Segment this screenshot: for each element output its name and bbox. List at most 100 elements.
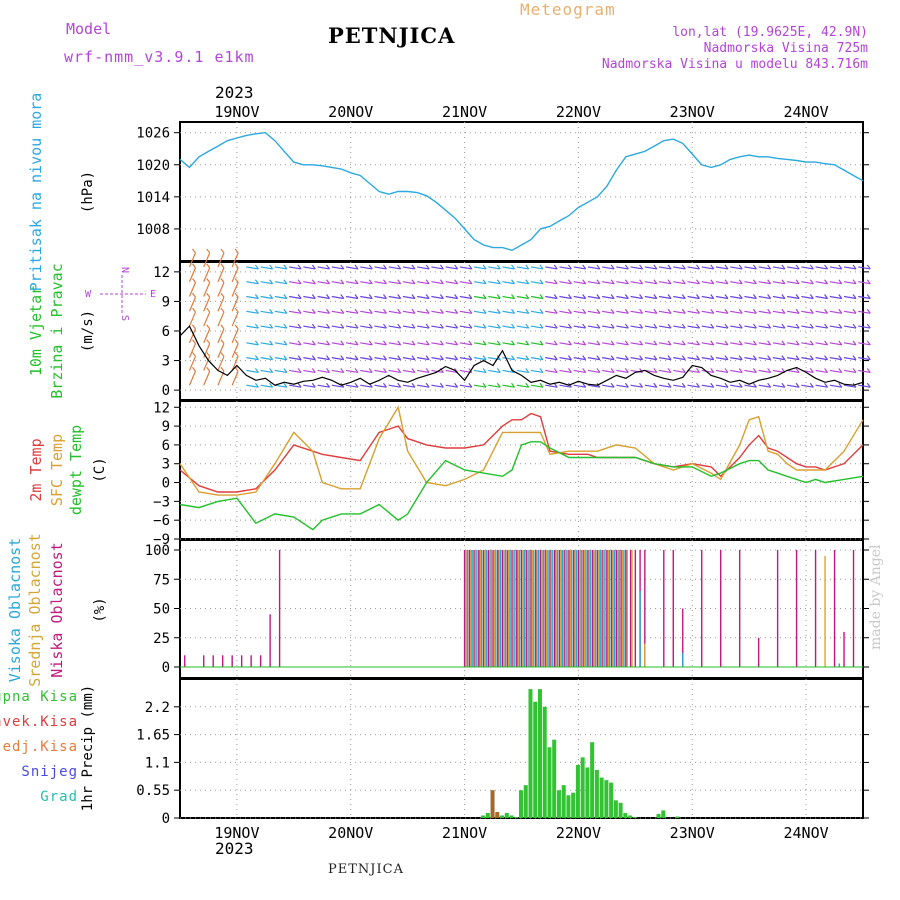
temperature-ytick-label: 9 [162, 419, 170, 435]
wind-barb [843, 369, 857, 374]
wind-barb [459, 357, 472, 361]
wind-barb-flag [582, 279, 587, 285]
wind-barb-flag [696, 264, 700, 270]
wind-barb [374, 310, 387, 314]
wind-barb [246, 384, 259, 388]
wind-barb-flag [454, 323, 459, 329]
precip-bar [594, 769, 599, 818]
wind-barb-flag [311, 279, 316, 285]
wind-barb-flag [738, 279, 743, 285]
wind-barb [274, 325, 287, 329]
precip-bar [528, 689, 533, 818]
wind-barb-flag [439, 294, 444, 299]
wind-barb [360, 310, 373, 314]
wind-barb [644, 281, 657, 285]
wind-barb-flag [624, 279, 629, 285]
year-top: 2023 [215, 83, 254, 102]
wind-barb [488, 342, 501, 346]
wind-barb [730, 342, 743, 346]
temperature-ytick-label: −9 [153, 532, 170, 548]
wind-barb [331, 342, 344, 346]
wind-barb [815, 295, 828, 300]
wind-barb-flag [852, 308, 857, 314]
wind-barb [260, 384, 273, 388]
wind-barb-flag [311, 382, 316, 388]
wind-barb-flag [482, 294, 487, 299]
wind-barb-flag [838, 308, 843, 314]
wind-barb [374, 295, 387, 300]
wind-barb [274, 310, 287, 314]
wind-barb [616, 325, 629, 329]
wind-barb-flag [696, 368, 700, 373]
wind-barb-flag [439, 382, 444, 388]
wind-barb [730, 357, 743, 361]
xaxis-bottom-label: 24NOV [784, 824, 829, 842]
wind-barb [530, 369, 544, 374]
wind-barb [843, 384, 857, 388]
wind-barb-flag [610, 340, 615, 346]
wind-barb [587, 295, 601, 300]
wind-barb-flag [553, 323, 558, 329]
wind-barb [388, 310, 401, 314]
wind-barb [630, 310, 643, 314]
wind-barb [488, 325, 501, 329]
wind-barb-flag [582, 340, 587, 346]
wind-barb [787, 310, 800, 314]
wind-barb-flag [206, 292, 211, 298]
wind-barb-flag [724, 382, 729, 388]
wind-barb-flag [667, 294, 672, 299]
wind-barb [360, 266, 373, 270]
wind-barb [374, 357, 387, 361]
wind-barb-flag [234, 324, 239, 330]
wind-barb [687, 310, 700, 314]
wind-barb-flag [852, 368, 857, 373]
wind-barb [188, 267, 197, 282]
wind-barb-flag [809, 382, 814, 388]
wind-barb-flag [767, 323, 772, 329]
wind-barb-flag [866, 323, 871, 329]
wind-barb [473, 384, 487, 388]
wind-barb [744, 384, 757, 388]
precip-bar [580, 757, 585, 818]
wind-barb-flag [326, 279, 331, 285]
wind-barb-flag [511, 323, 516, 329]
wind-barb [787, 384, 800, 388]
wind-barb-flag [425, 264, 430, 270]
wind-barb [843, 310, 857, 314]
wind-barb [772, 310, 785, 314]
wind-barb [246, 325, 259, 329]
wind-barb [516, 342, 529, 346]
wind-barb [303, 310, 316, 314]
wind-barb [331, 295, 344, 300]
wind-barb [658, 357, 672, 361]
wind-barb-flag [297, 355, 302, 360]
wind-barb-flag [852, 340, 857, 346]
wind-barb-flag [254, 340, 259, 346]
wind-barb-flag [354, 264, 359, 270]
wind-barb [772, 357, 785, 361]
wind-barb-flag [866, 382, 871, 388]
wind-barb-flag [439, 264, 444, 270]
precip-bar [661, 810, 666, 818]
wind-barb-flag [468, 355, 473, 360]
xaxis-bottom-label: 21NOV [442, 824, 487, 842]
wind-barb [502, 342, 515, 346]
wind-barb [331, 266, 344, 270]
wind-barb [345, 310, 359, 314]
wind-barb-flag [326, 264, 331, 270]
wind-barb [217, 267, 225, 282]
altitude-model-label: Nadmorska Visina u modelu 843.716m [601, 57, 868, 72]
temperature-ytick-label: −6 [153, 513, 170, 529]
wind-barb [630, 357, 643, 361]
wind-barb-flag [624, 308, 629, 314]
wind-ytick-label: 6 [162, 324, 170, 340]
wind-barb-flag [439, 340, 444, 346]
wind-barb [459, 342, 472, 346]
temperature-ytick-label: 0 [162, 476, 170, 492]
wind-barb [303, 295, 316, 300]
wind-barb [858, 384, 871, 388]
precip-bar [623, 812, 628, 818]
wind-barb-flag [283, 279, 288, 285]
wind-barb-flag [610, 308, 615, 314]
wind-barb-flag [795, 355, 800, 360]
